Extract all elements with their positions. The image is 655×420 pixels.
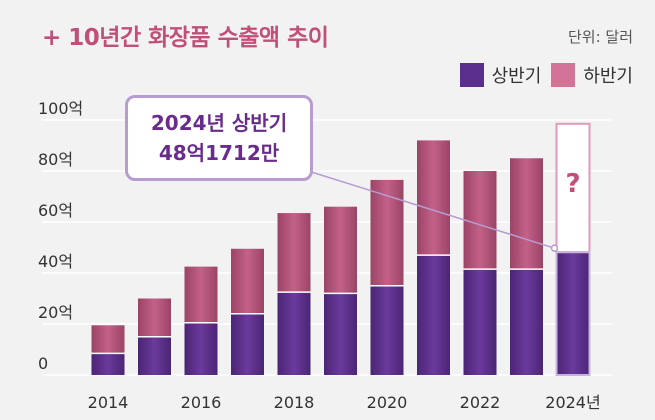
- bar-first-half: [370, 285, 404, 375]
- bar-second-half: [138, 298, 171, 337]
- bar-second-half: [324, 206, 357, 294]
- y-tick-label: 100억: [38, 99, 83, 118]
- bar-second-half: [184, 266, 218, 323]
- y-tick-label: 60억: [38, 201, 73, 220]
- x-tick-label: 2016: [181, 393, 222, 412]
- bar-first-half: [277, 292, 311, 375]
- placeholder-second-half-box: [555, 122, 591, 254]
- y-tick-label: 20억: [38, 303, 73, 322]
- callout-connector: [304, 169, 555, 249]
- x-tick-label: 2014: [88, 393, 129, 412]
- x-tick-label: 2020: [367, 393, 408, 412]
- bar-second-half: [510, 158, 543, 270]
- bar-first-half: [510, 269, 543, 375]
- callout-box: 2024년 상반기 48억1712만: [125, 95, 313, 181]
- callout-line-1: 2024년 상반기: [150, 111, 288, 135]
- bar-second-half: [370, 179, 404, 286]
- legend-label-second-half: 하반기: [583, 66, 633, 87]
- unit-label: 단위: 달러: [567, 28, 633, 46]
- y-tick-label: 0: [38, 354, 48, 373]
- legend: 상반기 하반기: [459, 62, 633, 88]
- callout-line-2: 48억1712만: [158, 141, 280, 165]
- bar-2024-outline: [555, 251, 591, 377]
- y-tick-label: 80억: [38, 150, 73, 169]
- bar-second-half: [417, 140, 450, 256]
- bar-first-half: [324, 293, 357, 375]
- legend-item-second-half: 하반기: [551, 62, 633, 88]
- legend-item-first-half: 상반기: [459, 62, 542, 88]
- legend-swatch-first-half: [459, 63, 484, 87]
- x-tick-label: 2018: [274, 393, 315, 412]
- bar-first-half: [417, 255, 450, 375]
- bar-second-half: [463, 171, 497, 270]
- bar-first-half: [91, 353, 125, 375]
- chart-title: + 10년간 화장품 수출액 추이: [42, 25, 329, 51]
- bar-first-half: [463, 269, 497, 375]
- y-tick-label: 40억: [38, 252, 73, 271]
- bar-first-half: [184, 322, 218, 375]
- legend-label-first-half: 상반기: [491, 66, 542, 87]
- unknown-value-mark: ?: [565, 169, 580, 199]
- callout-dot: [550, 244, 559, 252]
- bar-first-half: [556, 252, 590, 375]
- bar-second-half: [91, 325, 125, 354]
- x-tick-label: 2024년: [545, 393, 600, 412]
- bar-second-half: [231, 248, 264, 314]
- bar-first-half: [231, 313, 264, 375]
- x-tick-label: 2022: [460, 393, 501, 412]
- bar-second-half: [277, 213, 311, 293]
- bar-first-half: [138, 336, 171, 375]
- legend-swatch-second-half: [551, 63, 576, 87]
